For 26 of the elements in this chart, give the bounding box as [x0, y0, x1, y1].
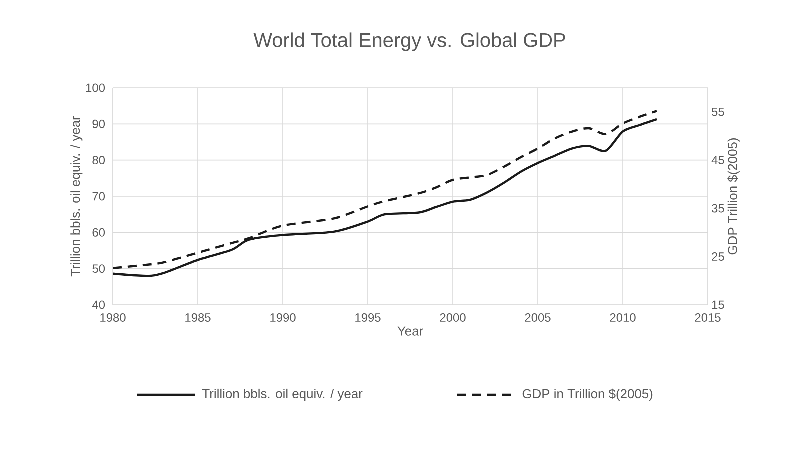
- x-tick-label: 2005: [525, 314, 551, 322]
- x-tick-label: 1980: [100, 314, 126, 322]
- y2-tick-label: 55: [712, 108, 724, 116]
- legend-label: GDP in Trillion $(2005): [522, 388, 653, 402]
- y-tick-label: 90: [92, 120, 106, 128]
- x-tick-label: 1995: [356, 314, 381, 322]
- y-tick-label: 40: [92, 300, 106, 310]
- legend-label: Trillion bbls. oil equiv. / year: [202, 388, 363, 402]
- y-tick-label: 80: [92, 156, 106, 165]
- x-tick-label: 1985: [186, 314, 211, 322]
- y-tick-label: 100: [86, 84, 106, 92]
- y2-tick-label: 15: [712, 300, 724, 310]
- y2-tick-label: 25: [712, 252, 724, 261]
- x-tick-label: 1990: [270, 314, 296, 322]
- y2-axis-title: GDP Trillion $(2005): [728, 138, 740, 255]
- chart-title: World Total Energy vs. Global GDP: [254, 32, 566, 52]
- y2-tick-label: 45: [712, 156, 724, 164]
- x-tick-label: 2015: [695, 314, 721, 322]
- y-tick-label: 50: [92, 264, 106, 274]
- y-axis-title: Trillion bbls. oil equiv. / year: [70, 116, 83, 277]
- x-tick-label: 2010: [610, 314, 636, 322]
- y2-tick-label: 35: [712, 204, 724, 213]
- y-tick-label: 60: [92, 228, 106, 237]
- x-tick-label: 2000: [440, 314, 466, 322]
- x-axis-title: Year: [398, 326, 424, 336]
- y-tick-label: 70: [92, 192, 106, 201]
